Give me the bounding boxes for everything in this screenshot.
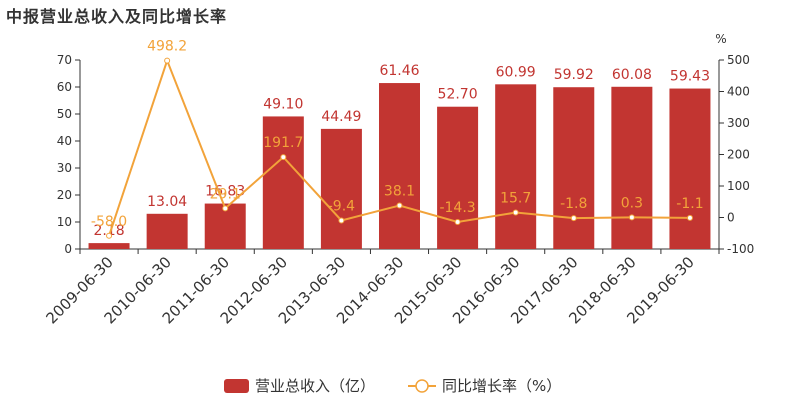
growth-rate-point (280, 154, 287, 161)
growth-rate-point (512, 209, 519, 216)
growth-rate-point (570, 215, 577, 222)
bar (611, 86, 653, 249)
legend-bar-swatch (224, 379, 249, 393)
line-series-group (106, 57, 693, 239)
growth-rate-label: -9.4 (328, 198, 355, 214)
bar-value-label: 60.99 (496, 64, 536, 80)
growth-rate-point (338, 217, 345, 224)
y-left-tick-label: 50 (57, 107, 72, 121)
bar-value-label: 59.43 (670, 69, 710, 85)
bar-value-label: 61.46 (379, 63, 419, 79)
growth-rate-label: 191.7 (263, 135, 303, 151)
bar-value-label: 49.10 (263, 96, 303, 112)
bar-value-label: 59.92 (554, 67, 594, 83)
y-right-unit-label: % (715, 32, 726, 46)
bar-value-label: 52.70 (438, 87, 478, 103)
growth-rate-label: 15.7 (500, 191, 531, 207)
y-left-tick-label: 70 (57, 53, 72, 67)
growth-rate-label: 0.3 (621, 195, 643, 211)
bar-value-label: 2.18 (93, 223, 124, 239)
growth-rate-point (454, 219, 461, 226)
y-right-tick-label: 0 (727, 211, 735, 225)
bar-value-label: 16.83 (205, 184, 245, 200)
bar-value-label: 60.08 (612, 67, 652, 83)
growth-rate-point (628, 214, 635, 221)
growth-rate-label: 38.1 (384, 183, 415, 199)
growth-rate-label: -1.1 (676, 196, 703, 212)
growth-rate-label: 29.1 (210, 186, 241, 202)
growth-rate-label: -58.0 (91, 214, 127, 230)
bar (495, 84, 537, 250)
y-right-tick-label: 100 (727, 179, 750, 193)
growth-rate-label: 498.2 (147, 39, 187, 55)
y-left-tick-label: 20 (57, 188, 72, 202)
growth-rate-point (396, 202, 403, 209)
y-left-tick-label: 40 (57, 134, 72, 148)
y-right-tick-label: 400 (727, 85, 750, 99)
bar (553, 87, 595, 249)
y-right-tick-label: -100 (727, 242, 754, 256)
growth-rate-point (106, 232, 113, 239)
chart-title: 中报营业总收入及同比增长率 (6, 7, 228, 26)
y-left-tick-label: 30 (57, 161, 72, 175)
bar (262, 116, 304, 250)
legend-bar-label: 营业总收入（亿） (255, 377, 375, 395)
legend-line-marker (415, 379, 429, 393)
bar (669, 88, 711, 249)
bar (320, 128, 362, 249)
bar (379, 83, 420, 249)
bar-labels-group: 2.18 13.04 16.83 49.10 44.49 61.46 52.70 60.99 5… (93, 63, 710, 239)
growth-rate-point (164, 57, 171, 64)
bar (146, 213, 188, 249)
line-labels-group: -58.0 498.2 29.1 191.7 -9.4 38.1 -14.3 15.7 -1.8… (91, 39, 704, 230)
legend-line-label: 同比增长率（%） (442, 377, 561, 395)
y-left-tick-label: 10 (57, 215, 72, 229)
y-right-tick-label: 500 (727, 53, 750, 67)
bar-value-label: 44.49 (321, 109, 361, 125)
growth-rate-label: -14.3 (439, 200, 475, 216)
bar-value-label: 13.04 (147, 194, 187, 210)
bar (437, 106, 479, 250)
growth-rate-label: -1.8 (560, 196, 587, 212)
growth-rate-point (686, 214, 693, 221)
y-right-tick-label: 200 (727, 148, 750, 162)
y-left-tick-label: 60 (57, 80, 72, 94)
growth-rate-point (222, 205, 229, 212)
bars-group (88, 83, 711, 250)
bar (88, 243, 130, 249)
y-right-tick-label: 300 (727, 116, 750, 130)
legend-group: 营业总收入（亿） 同比增长率（%） (224, 377, 561, 395)
y-left-tick-label: 0 (64, 242, 72, 256)
